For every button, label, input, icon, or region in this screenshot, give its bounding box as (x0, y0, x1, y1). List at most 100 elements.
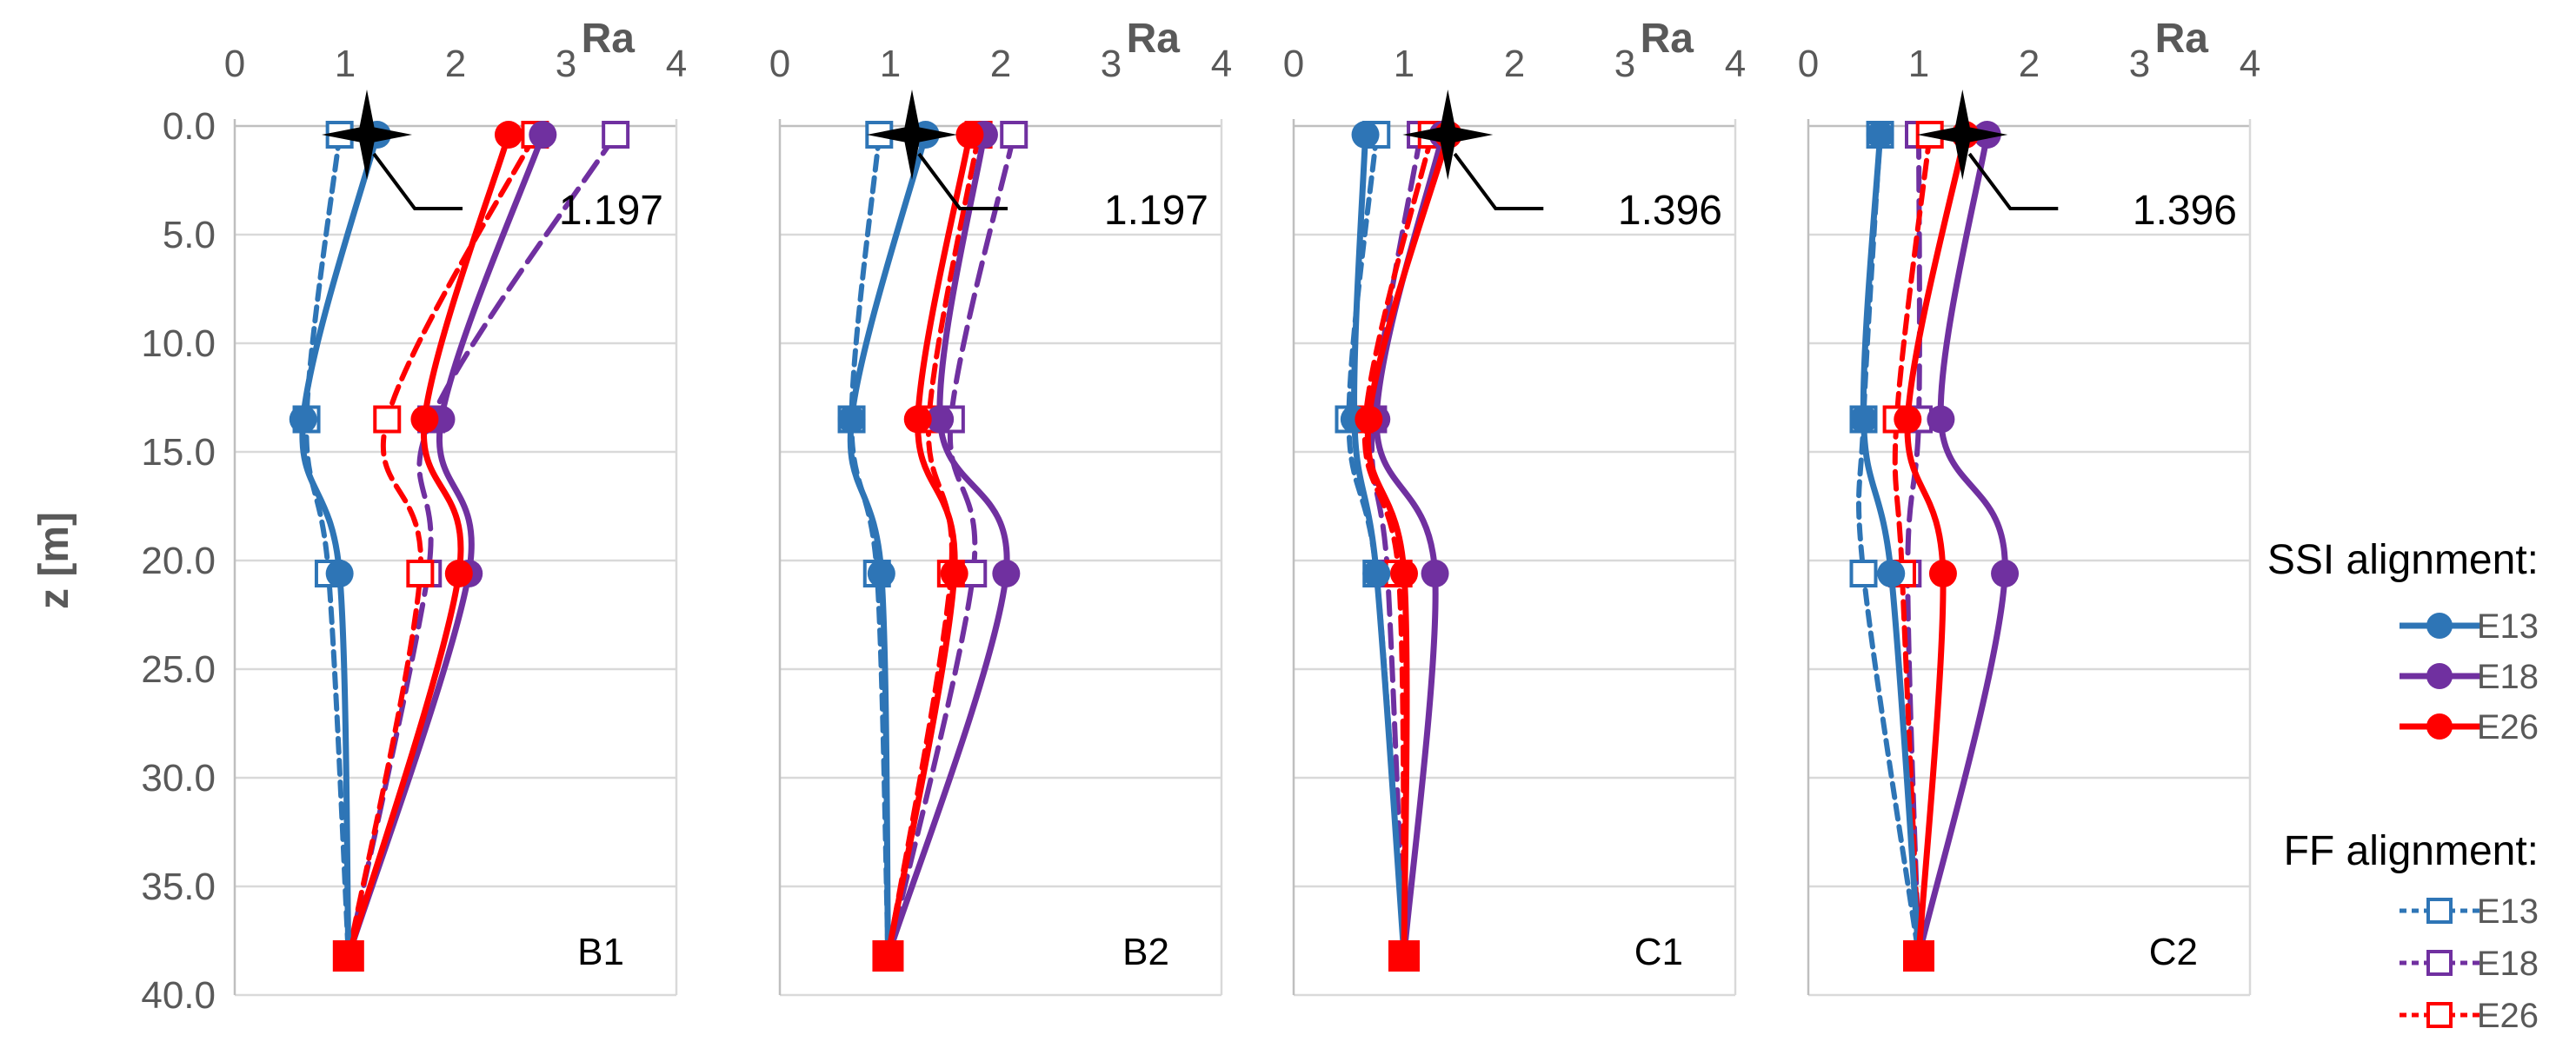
star-marker (1402, 90, 1494, 180)
panel-c2: 0 1 2 3 4 Ra C2 1.396 (1798, 16, 2260, 997)
legend-label: E18 (2477, 945, 2539, 983)
x-tick-label: 0 (1283, 43, 1304, 85)
legend-item-ssi-e13: E13 (2400, 607, 2539, 646)
series-line-ssi-e13 (299, 131, 381, 959)
base-marker (1903, 940, 1934, 972)
x-tick-label: 1 (1908, 43, 1929, 85)
marker-ff-e18 (602, 121, 630, 149)
marker-ssi-e18 (529, 121, 557, 149)
star-value-label: 1.396 (1618, 188, 1722, 234)
x-tick-label: 4 (1211, 43, 1232, 85)
marker-ssi-e18 (1991, 560, 2020, 587)
y-tick-label: 5.0 (163, 214, 216, 256)
legend-marker (2426, 950, 2453, 976)
marker-ssi-e26 (1928, 560, 1957, 587)
series-line-ssi-e13 (1351, 131, 1408, 959)
series-line-ssi-e13 (1860, 131, 1922, 959)
x-tick-label: 3 (2129, 43, 2150, 85)
legend-marker (2426, 663, 2453, 689)
x-axis-title: Ra (2155, 16, 2209, 62)
legend-ff-title: FF alignment: (2284, 828, 2539, 874)
series-line-ff-e13 (303, 132, 351, 959)
star-value-label: 1.197 (1104, 188, 1208, 234)
star-value-label: 1.197 (559, 188, 663, 234)
legend-label: E26 (2477, 708, 2539, 746)
legend-label: E13 (2477, 607, 2539, 646)
y-tick-label: 30.0 (141, 757, 216, 800)
marker-ssi-e26 (903, 405, 932, 434)
chart-legend: SSI alignment: E13 E18 E26 FF alignment: E13 E… (2267, 537, 2539, 1035)
y-tick-label: 10.0 (141, 322, 216, 365)
marker-ssi-e26 (940, 560, 968, 587)
legend-marker (2426, 1002, 2453, 1028)
legend-marker (2426, 613, 2453, 639)
series-line-ff-e18 (885, 132, 1017, 959)
x-tick-label: 2 (990, 43, 1011, 85)
x-tick-label: 3 (556, 43, 576, 85)
series-line-ssi-e18 (1915, 131, 2008, 959)
x-tick-label: 0 (224, 43, 245, 85)
marker-ssi-e26 (494, 121, 523, 149)
legend-item-ff-e13: E13 (2400, 892, 2539, 931)
marker-ssi-e13 (1351, 121, 1380, 149)
star-marker (1917, 90, 2008, 180)
legend-label: E26 (2477, 997, 2539, 1035)
legend-item-ff-e26: E26 (2400, 997, 2539, 1035)
star-leader-line (1453, 152, 1544, 210)
x-tick-label: 2 (445, 43, 466, 85)
x-tick-label: 1 (880, 43, 901, 85)
marker-ff-e26 (406, 560, 435, 587)
base-marker (872, 940, 904, 972)
x-tick-label: 0 (769, 43, 790, 85)
y-axis-title: z [m] (31, 512, 77, 609)
y-tick-label: 15.0 (141, 431, 216, 474)
marker-ff-e26 (373, 405, 402, 434)
series-line-ssi-e18 (885, 131, 1010, 959)
star-leader-line (1967, 152, 2059, 210)
star-leader-line (372, 152, 463, 210)
base-marker (1388, 940, 1420, 972)
y-tick-label: 20.0 (141, 540, 216, 582)
panel-label: B2 (1122, 931, 1169, 973)
x-tick-label: 2 (2019, 43, 2040, 85)
marker-ssi-e13 (1866, 121, 1894, 149)
marker-ssi-e18 (992, 560, 1021, 587)
series-line-ssi-e13 (847, 131, 929, 959)
legend-item-ff-e18: E18 (2400, 945, 2539, 983)
legend-ssi-title: SSI alignment: (2267, 537, 2539, 583)
marker-ssi-e26 (1390, 560, 1418, 587)
x-tick-label: 1 (335, 43, 356, 85)
y-tick-label: 25.0 (141, 648, 216, 691)
series-line-ssi-e26 (885, 131, 973, 959)
marker-ssi-e13 (837, 405, 866, 434)
marker-ssi-e13 (1362, 560, 1391, 587)
marker-ssi-e18 (926, 405, 955, 434)
marker-ssi-e13 (325, 560, 354, 587)
marker-ssi-e18 (1927, 405, 1955, 434)
x-tick-label: 1 (1394, 43, 1414, 85)
series-line-ff-e18 (1369, 132, 1423, 959)
marker-ssi-e26 (1355, 405, 1383, 434)
legend-label: E13 (2477, 892, 2539, 931)
series-line-ssi-e18 (345, 131, 546, 959)
base-marker (332, 940, 364, 972)
chart-panels: 0 1 2 3 4 Ra 0.0 5.0 10.0 15.0 20.0 25.0 30.0 35.0 40.… (31, 16, 2260, 1017)
panel-label: B1 (577, 931, 624, 973)
x-tick-label: 4 (1725, 43, 1746, 85)
marker-ssi-e18 (1421, 560, 1449, 587)
legend-item-ssi-e26: E26 (2400, 708, 2539, 746)
series-line-ssi-e26 (345, 131, 512, 959)
star-leader-line (917, 152, 1008, 210)
series-line-ssi-e26 (1904, 131, 1968, 959)
marker-ff-e18 (1000, 121, 1028, 149)
marker-ssi-e13 (1877, 560, 1906, 587)
legend-item-ssi-e18: E18 (2400, 658, 2539, 696)
marker-ssi-e13 (867, 560, 895, 587)
marker-ssi-e26 (1894, 405, 1922, 434)
panel-label: C1 (1634, 931, 1683, 973)
series-line-ff-e26 (1892, 132, 1933, 959)
panel-label: C2 (2149, 931, 2198, 973)
panel-b2: 0 1 2 3 4 Ra B2 1.197 (769, 16, 1232, 997)
series-line-ff-e26 (345, 132, 538, 959)
